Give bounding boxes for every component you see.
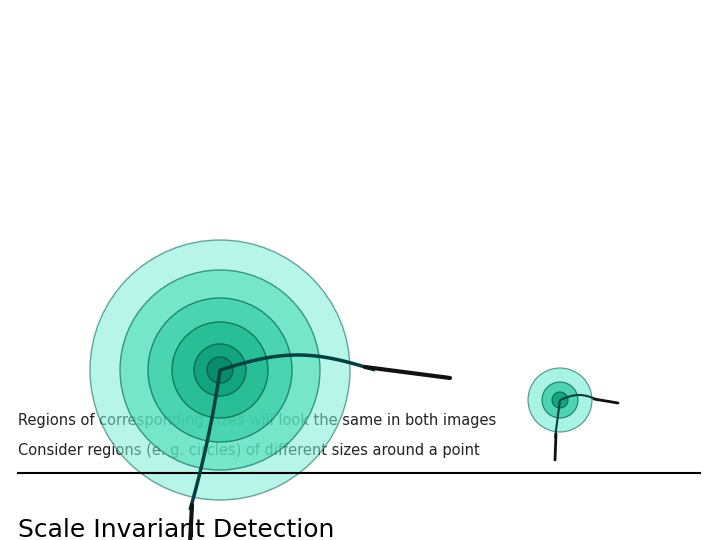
Circle shape — [172, 322, 268, 418]
Circle shape — [194, 344, 246, 396]
Circle shape — [207, 357, 233, 383]
Text: Scale Invariant Detection: Scale Invariant Detection — [18, 518, 334, 540]
Text: Regions of corresponding sizes will look the same in both images: Regions of corresponding sizes will look… — [18, 413, 496, 428]
Circle shape — [542, 382, 578, 418]
Circle shape — [148, 298, 292, 442]
Circle shape — [528, 368, 592, 432]
Circle shape — [552, 392, 568, 408]
Circle shape — [90, 240, 350, 500]
Text: Consider regions (e. g. circles) of different sizes around a point: Consider regions (e. g. circles) of diff… — [18, 443, 480, 458]
Circle shape — [120, 270, 320, 470]
